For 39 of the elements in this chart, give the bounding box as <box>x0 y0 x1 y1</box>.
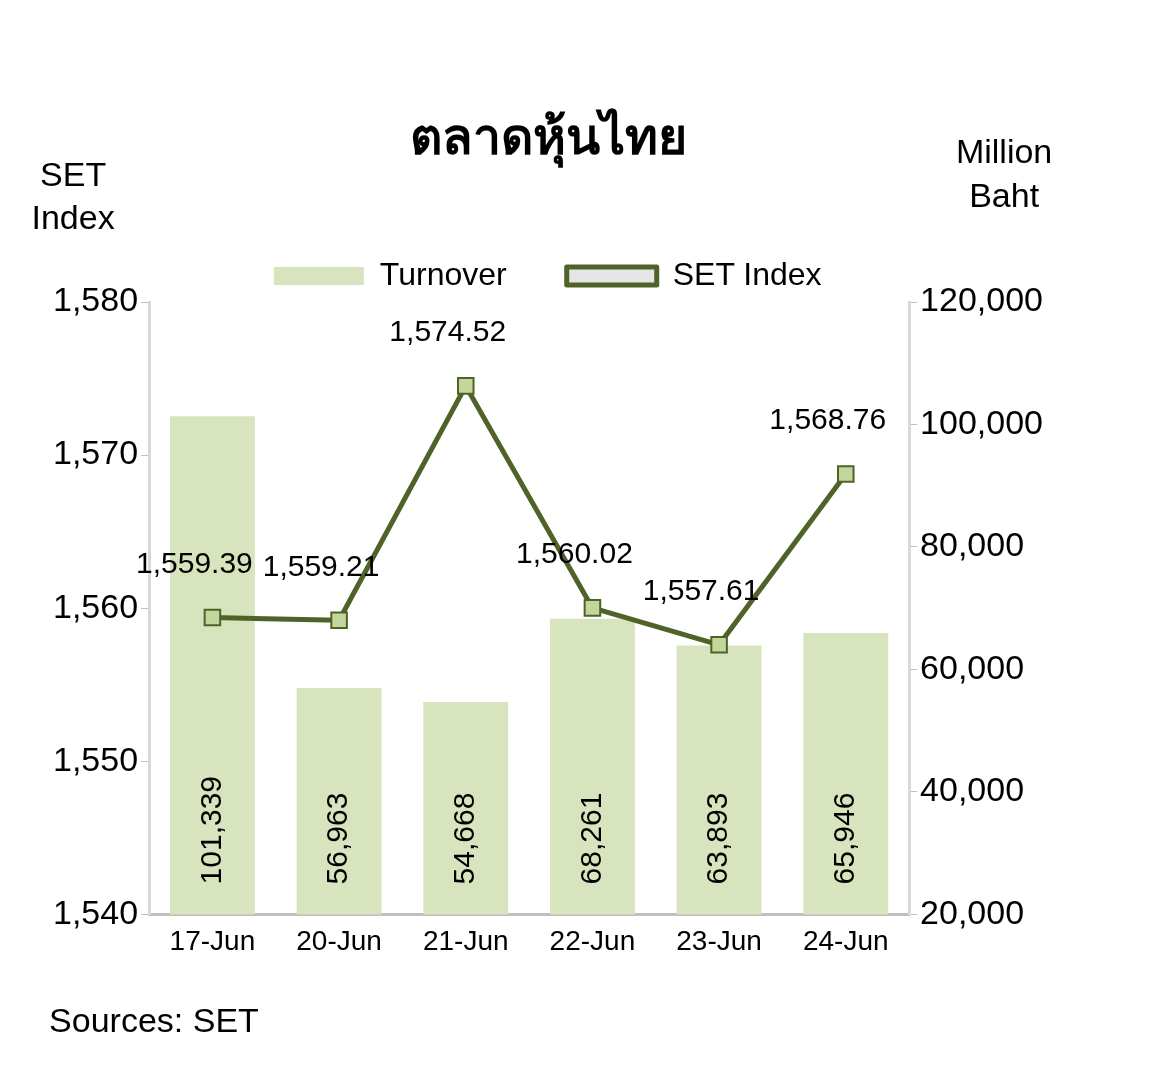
data-label: 56,963 <box>320 792 354 885</box>
x-tick-label: 24-Jun <box>802 924 889 956</box>
y-tick-label: 1,570 <box>52 433 139 472</box>
y2-tick-label: 20,000 <box>920 892 1025 931</box>
x-tick-label: 21-Jun <box>422 924 509 956</box>
x-tick-label: 20-Jun <box>296 924 382 956</box>
x-tick-label: 22-Jun <box>549 924 636 956</box>
y-tick-label: 1,580 <box>52 280 139 319</box>
y2-tick-label: 60,000 <box>920 647 1025 686</box>
point <box>583 599 602 617</box>
data-label: 101,339 <box>193 775 227 885</box>
y-tick-label: 1,560 <box>52 586 139 625</box>
data-label: 1,559.39 <box>136 545 253 579</box>
y-tick-label: 1,540 <box>52 892 139 931</box>
y2-axis-title: Million Baht <box>955 132 1053 215</box>
data-label: 54,668 <box>447 792 481 885</box>
data-label: 63,893 <box>700 792 734 885</box>
legend-label: SET Index <box>672 255 822 292</box>
point <box>456 377 475 395</box>
y-axis-title: SET Index <box>31 155 115 237</box>
point <box>710 636 728 654</box>
data-label: 65,946 <box>827 792 861 885</box>
legend-label: Turnover <box>379 255 508 292</box>
point <box>836 465 855 483</box>
x-tick-label: 23-Jun <box>676 924 762 956</box>
data-label: 68,261 <box>573 792 607 885</box>
y-tick-label: 1,550 <box>52 739 139 778</box>
data-label: 1,557.61 <box>642 573 760 607</box>
y2-tick-label: 40,000 <box>920 770 1025 809</box>
data-label: 1,574.52 <box>389 314 507 348</box>
x-tick-label: 17-Jun <box>169 924 256 956</box>
y2-tick-label: 120,000 <box>920 280 1043 319</box>
source-note: Sources: SET <box>49 1000 259 1039</box>
point <box>330 611 348 630</box>
data-label: 1,568.76 <box>769 402 887 436</box>
point <box>203 608 222 627</box>
chart-title: ตลาดหุ้นไทย <box>409 107 687 168</box>
y2-tick-label: 100,000 <box>920 402 1043 441</box>
y2-tick-label: 80,000 <box>920 525 1025 564</box>
